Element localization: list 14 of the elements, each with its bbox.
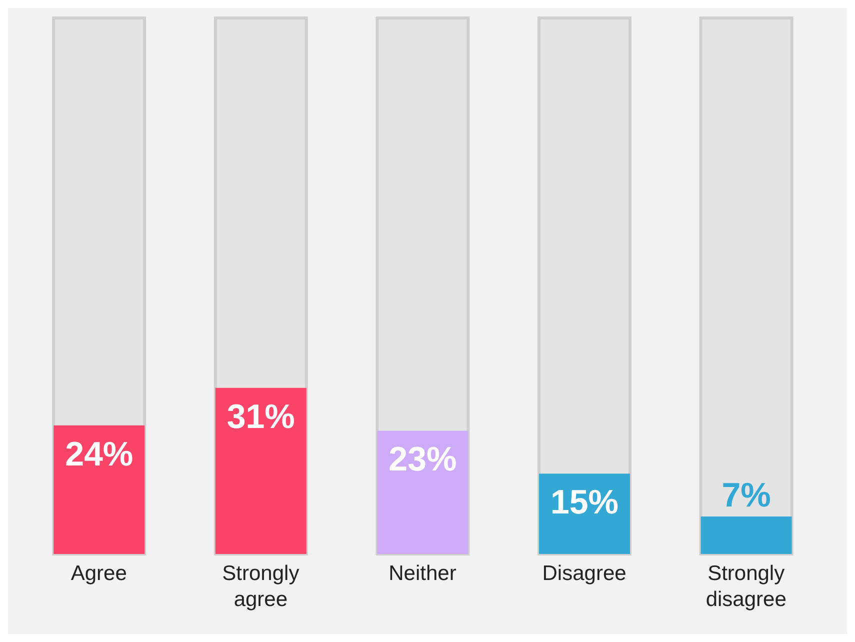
bar	[700, 516, 792, 554]
data-label: 31%	[226, 398, 295, 436]
x-tick-label: Neither	[388, 562, 456, 585]
data-label: 23%	[388, 440, 457, 479]
data-label: 15%	[550, 484, 619, 522]
x-tick-label: Strongly disagree	[706, 562, 786, 611]
data-label: 24%	[65, 435, 134, 474]
x-tick-label: Agree	[70, 562, 127, 585]
data-label: 7%	[722, 476, 771, 514]
x-tick-label: Strongly agree	[222, 562, 300, 611]
bar	[377, 430, 468, 554]
bar	[215, 388, 306, 554]
bar	[54, 425, 145, 554]
x-tick-label: Disagree	[542, 562, 626, 585]
